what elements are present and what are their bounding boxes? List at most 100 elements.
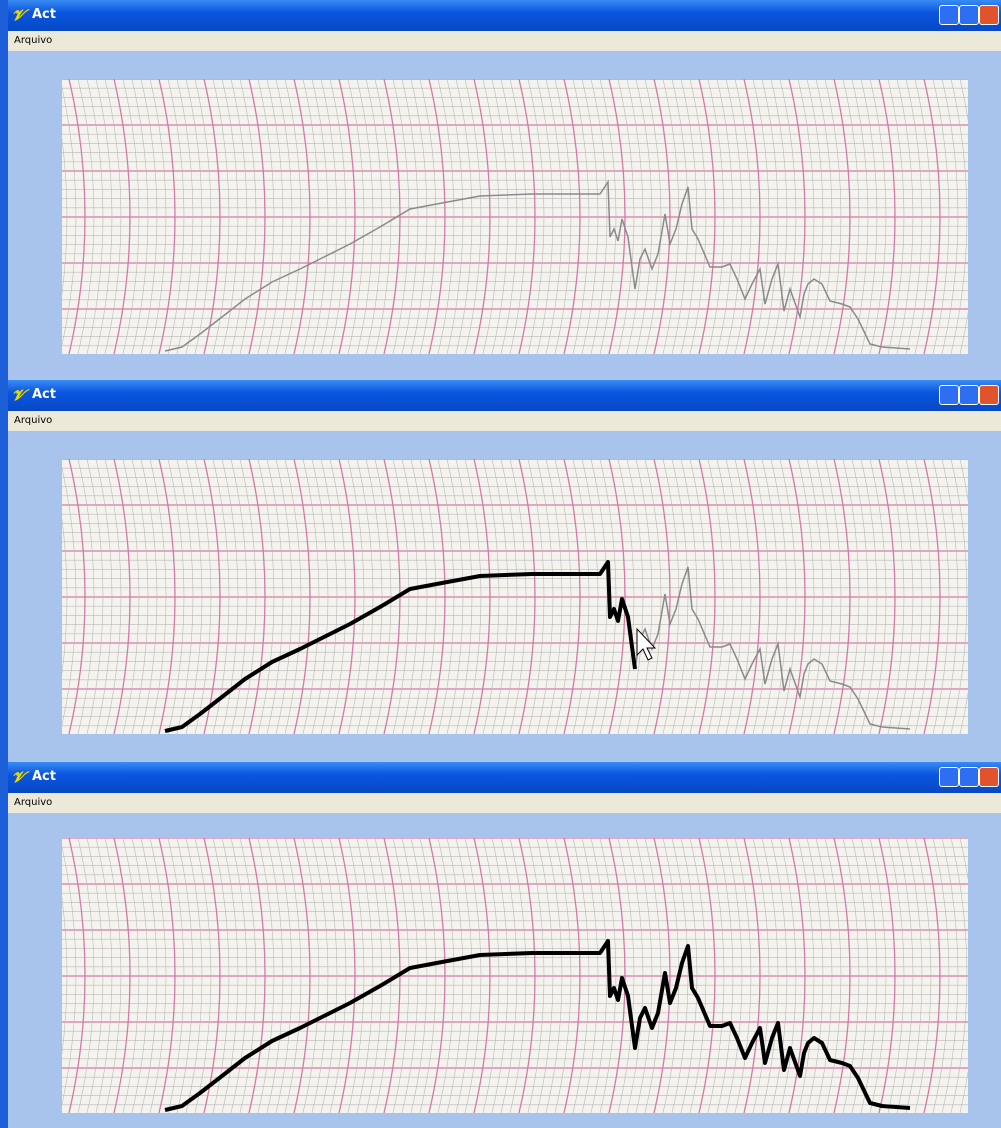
grid-arc — [221, 459, 239, 734]
grid-arc — [878, 459, 896, 734]
grid-arc — [401, 459, 419, 734]
maximize-button[interactable] — [959, 767, 979, 787]
grid-arc — [131, 79, 149, 354]
grid-arc — [68, 459, 86, 734]
grid-arc — [95, 459, 113, 734]
grid-arc — [779, 838, 797, 1113]
grid-arc — [509, 459, 527, 734]
grid-arc — [770, 79, 788, 354]
grid-arc — [86, 838, 104, 1113]
maximize-button[interactable] — [959, 385, 979, 405]
grid-arc — [941, 838, 959, 1113]
grid-arc — [410, 838, 428, 1113]
grid-arc — [752, 838, 770, 1113]
cursor — [636, 627, 657, 661]
minimize-button[interactable] — [939, 385, 959, 405]
grid-arc — [824, 459, 842, 734]
menu-bar: Arquivo — [8, 411, 1001, 431]
grid-arc — [248, 79, 266, 354]
grid-arc — [815, 459, 833, 734]
grid-arc — [239, 459, 257, 734]
grid-arc — [257, 459, 275, 734]
grid-arc — [473, 459, 491, 734]
grid-arc — [608, 459, 626, 734]
grid-arc — [608, 79, 626, 354]
grid-arc — [149, 459, 167, 734]
grid-arc — [797, 459, 815, 734]
menu-item[interactable]: Arquivo — [14, 35, 53, 46]
grid-arc — [131, 838, 149, 1113]
grid-arc — [527, 79, 545, 354]
grid-arc — [419, 459, 437, 734]
window-title: Act — [32, 7, 56, 22]
minimize-button[interactable] — [939, 5, 959, 25]
grid-arc — [887, 838, 905, 1113]
grid-arc — [167, 838, 185, 1113]
grid-arc — [689, 79, 707, 354]
grid-arc — [446, 459, 464, 734]
grid-arc — [707, 459, 725, 734]
grid-arc — [176, 459, 194, 734]
grid-arc — [959, 79, 968, 354]
chart-paper — [62, 838, 968, 1113]
grid-arc — [203, 838, 221, 1113]
grid-arc — [473, 79, 491, 354]
grid-arc — [356, 838, 374, 1113]
app-icon: 𝓥 — [12, 386, 25, 404]
grid-arc — [95, 838, 113, 1113]
grid-arc — [698, 79, 716, 354]
grid-arc — [698, 459, 716, 734]
grid-arc — [842, 838, 860, 1113]
grid-arc — [626, 838, 644, 1113]
grid-arc — [284, 838, 302, 1113]
grid-arc — [950, 459, 968, 734]
window: 𝓥 Act Arquivo — [0, 380, 1001, 762]
grid-arc — [725, 459, 743, 734]
grid-arc — [635, 459, 653, 734]
grid-arc — [509, 79, 527, 354]
grid-arc — [185, 79, 203, 354]
grid-arc — [716, 79, 734, 354]
grid-arc — [833, 459, 851, 734]
window: 𝓥 Act Arquivo — [0, 762, 1001, 1128]
grid-arc — [62, 845, 77, 1106]
grid-arc — [185, 459, 203, 734]
grid-arc — [536, 459, 554, 734]
grid-arc — [329, 79, 347, 354]
grid-arc — [554, 79, 572, 354]
grid-arc — [689, 838, 707, 1113]
maximize-button[interactable] — [959, 5, 979, 25]
grid-arc — [284, 459, 302, 734]
grid-arc — [869, 79, 887, 354]
grid-arc — [860, 838, 878, 1113]
grid-arc — [563, 79, 581, 354]
grid-arc — [869, 838, 887, 1113]
grid-arc — [419, 838, 437, 1113]
grid-arc — [284, 79, 302, 354]
menu-item[interactable]: Arquivo — [14, 797, 53, 808]
grid-arc — [113, 459, 131, 734]
close-button[interactable] — [979, 767, 999, 787]
title-bar: 𝓥 Act — [8, 380, 1001, 411]
close-button[interactable] — [979, 5, 999, 25]
grid-arc — [68, 838, 86, 1113]
grid-arc — [95, 79, 113, 354]
grid-arc — [455, 838, 473, 1113]
minimize-button[interactable] — [939, 767, 959, 787]
grid-arc — [905, 459, 923, 734]
grid-arc — [752, 459, 770, 734]
grid-arc — [797, 838, 815, 1113]
close-button[interactable] — [979, 385, 999, 405]
grid-arc — [302, 459, 320, 734]
menu-item[interactable]: Arquivo — [14, 415, 53, 426]
grid-arc — [932, 838, 950, 1113]
grid-arc — [248, 838, 266, 1113]
grid-arc — [545, 838, 563, 1113]
grid-arc — [707, 838, 725, 1113]
grid-arc — [680, 459, 698, 734]
grid-arc — [878, 79, 896, 354]
grid-arc — [365, 838, 383, 1113]
grid-arc — [581, 79, 599, 354]
grid-arc — [437, 838, 455, 1113]
